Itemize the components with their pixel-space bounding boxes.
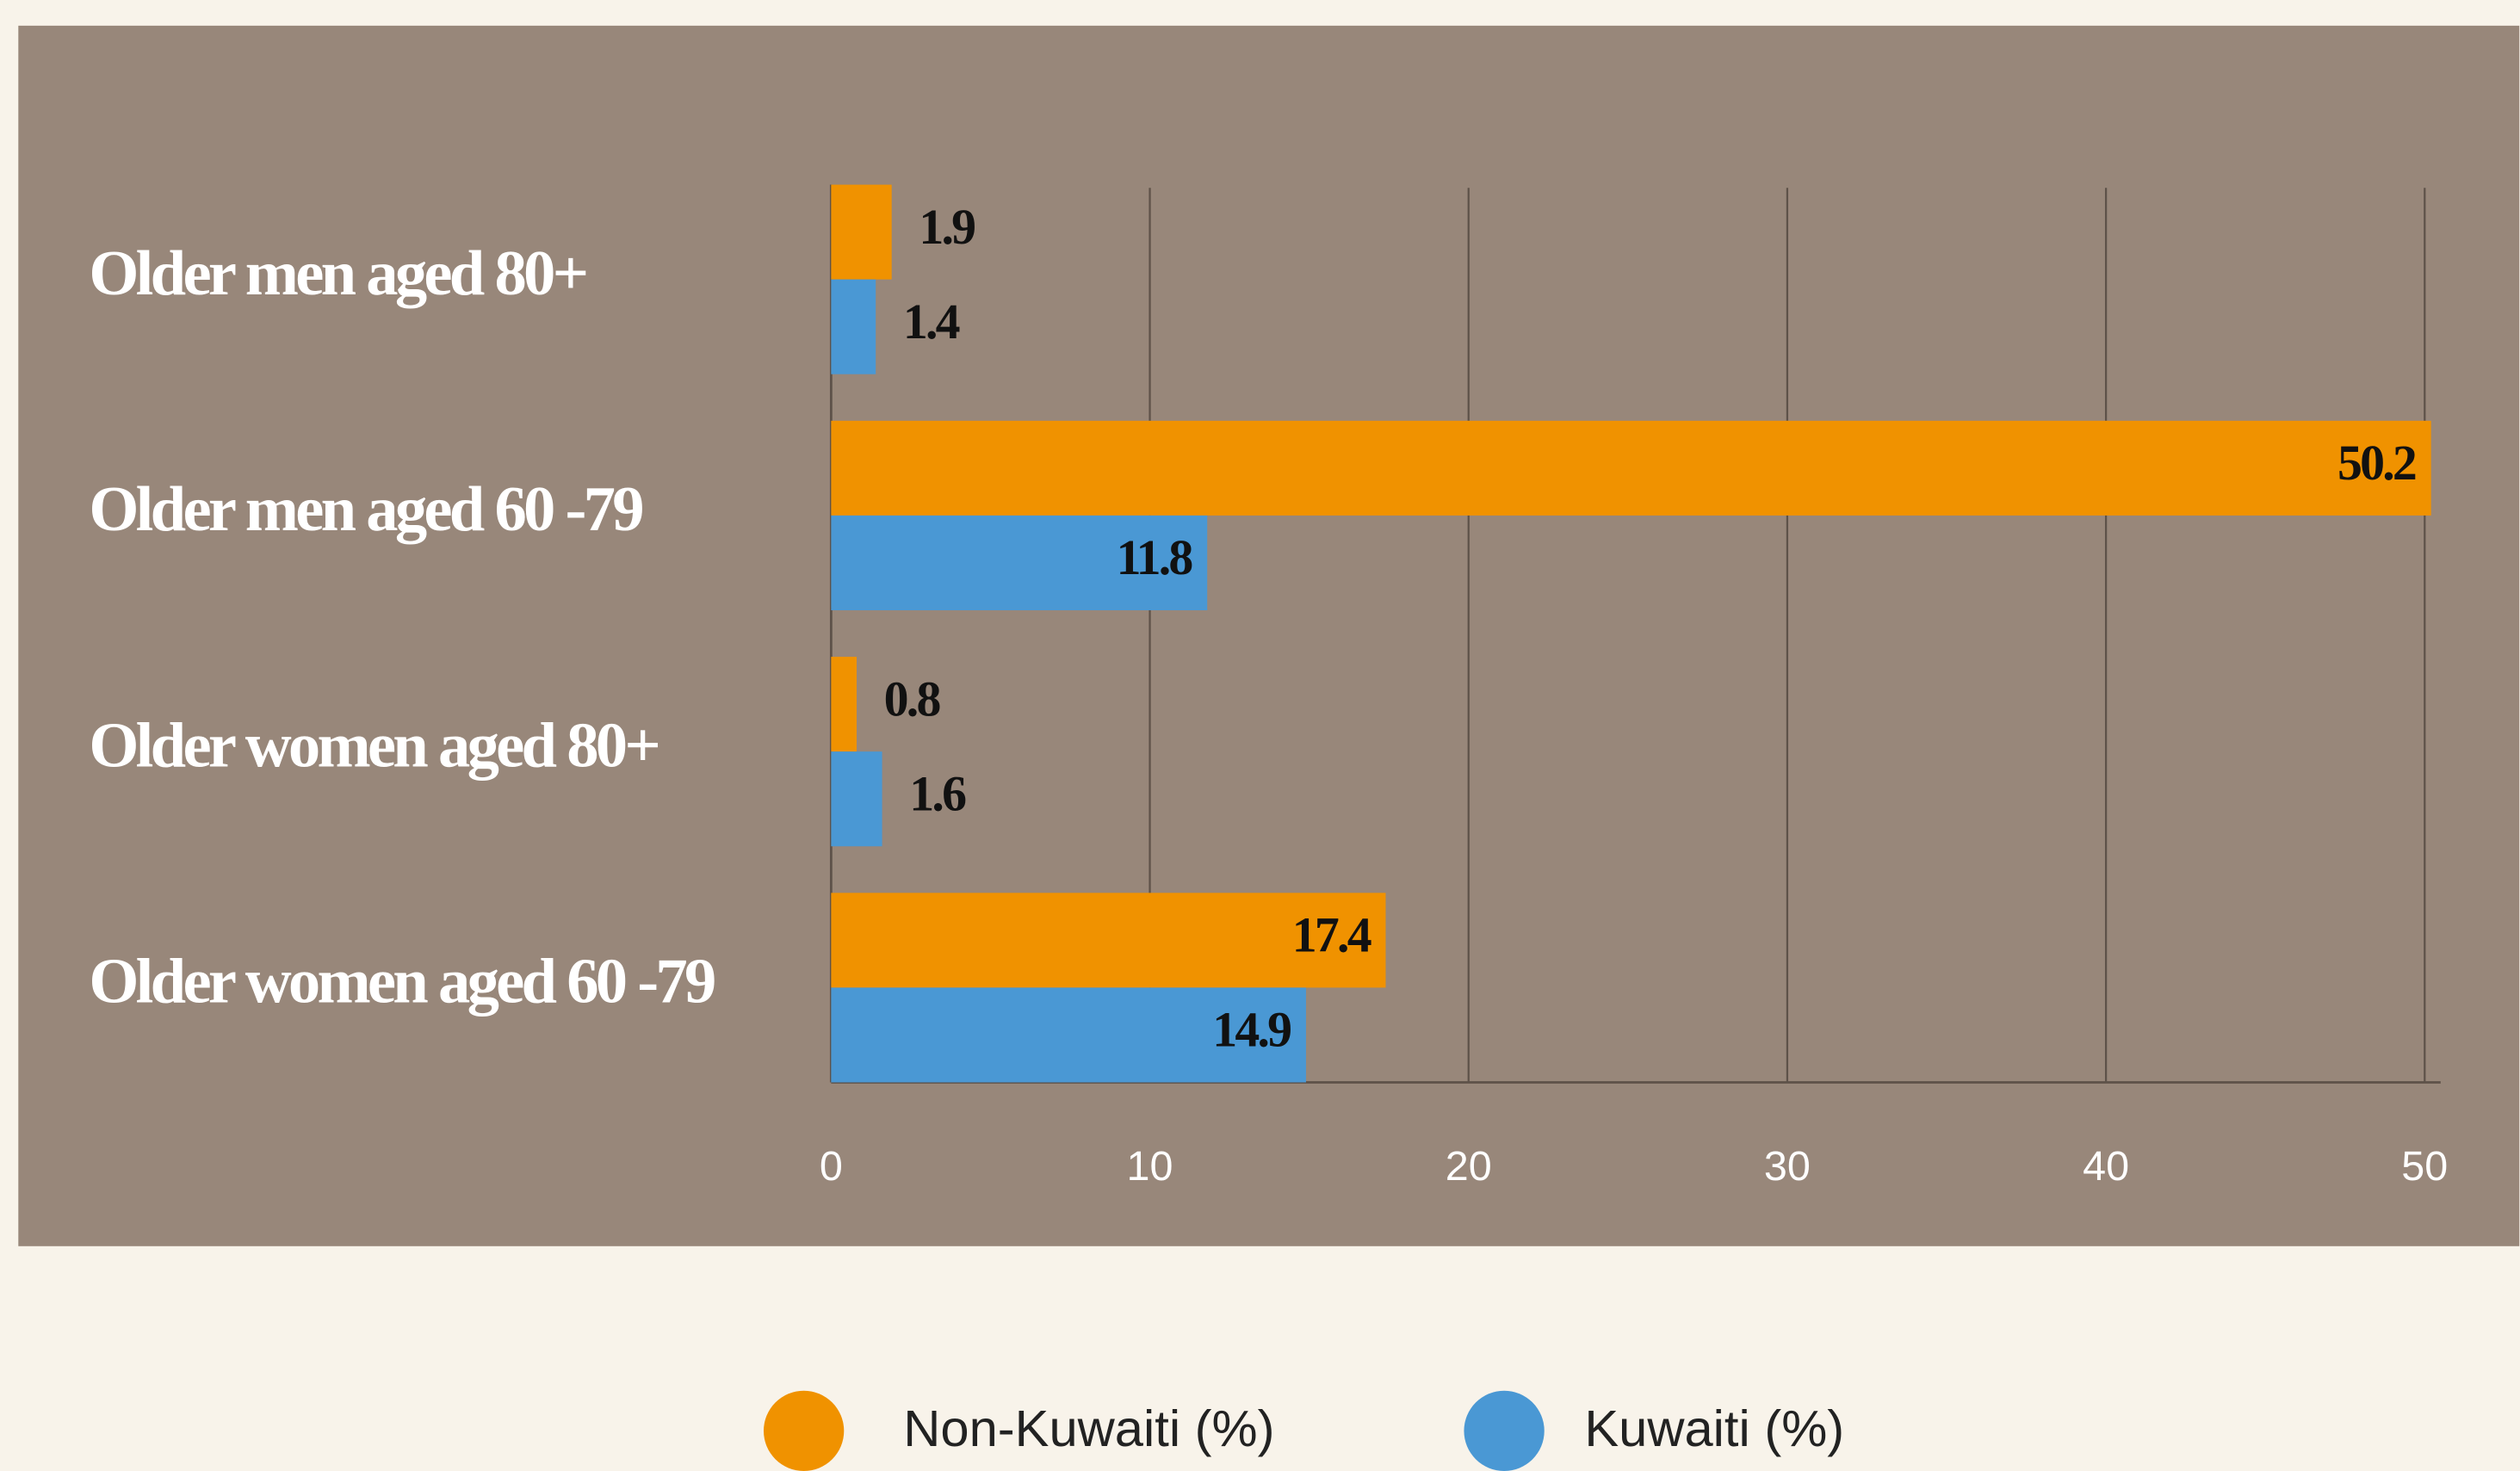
x-tick-label: 10 (1127, 1143, 1173, 1190)
legend-label: Non-Kuwaiti (%) (903, 1400, 1274, 1457)
category-label: Older women aged 80+ (89, 710, 658, 781)
bar (831, 279, 876, 374)
bar (831, 515, 1208, 610)
bar (831, 657, 857, 752)
legend-swatch (1464, 1390, 1545, 1471)
legend-label: Kuwaiti (%) (1584, 1400, 1844, 1457)
value-label: 1.4 (903, 294, 960, 349)
x-tick-label: 20 (1446, 1143, 1492, 1190)
value-label: 11.8 (1117, 529, 1192, 585)
bar (831, 893, 1386, 988)
bar (831, 751, 882, 847)
x-tick-label: 30 (1764, 1143, 1811, 1190)
bar (831, 420, 2431, 516)
x-tick-label: 40 (2083, 1143, 2129, 1190)
category-label: Older men aged 80+ (89, 238, 585, 309)
value-label: 1.9 (919, 199, 975, 255)
legend-swatch (763, 1390, 845, 1471)
x-tick-label: 50 (2401, 1143, 2448, 1190)
value-label: 1.6 (909, 765, 966, 821)
bar (831, 987, 1306, 1083)
x-tick-label: 0 (820, 1143, 843, 1190)
category-label: Older women aged 60 -79 (89, 947, 715, 1017)
category-label: Older men aged 60 -79 (89, 474, 642, 545)
value-label: 50.2 (2337, 435, 2416, 491)
value-label: 17.4 (1292, 907, 1371, 963)
bar (831, 184, 892, 280)
value-label: 0.8 (884, 671, 940, 726)
value-label: 14.9 (1212, 1002, 1291, 1058)
